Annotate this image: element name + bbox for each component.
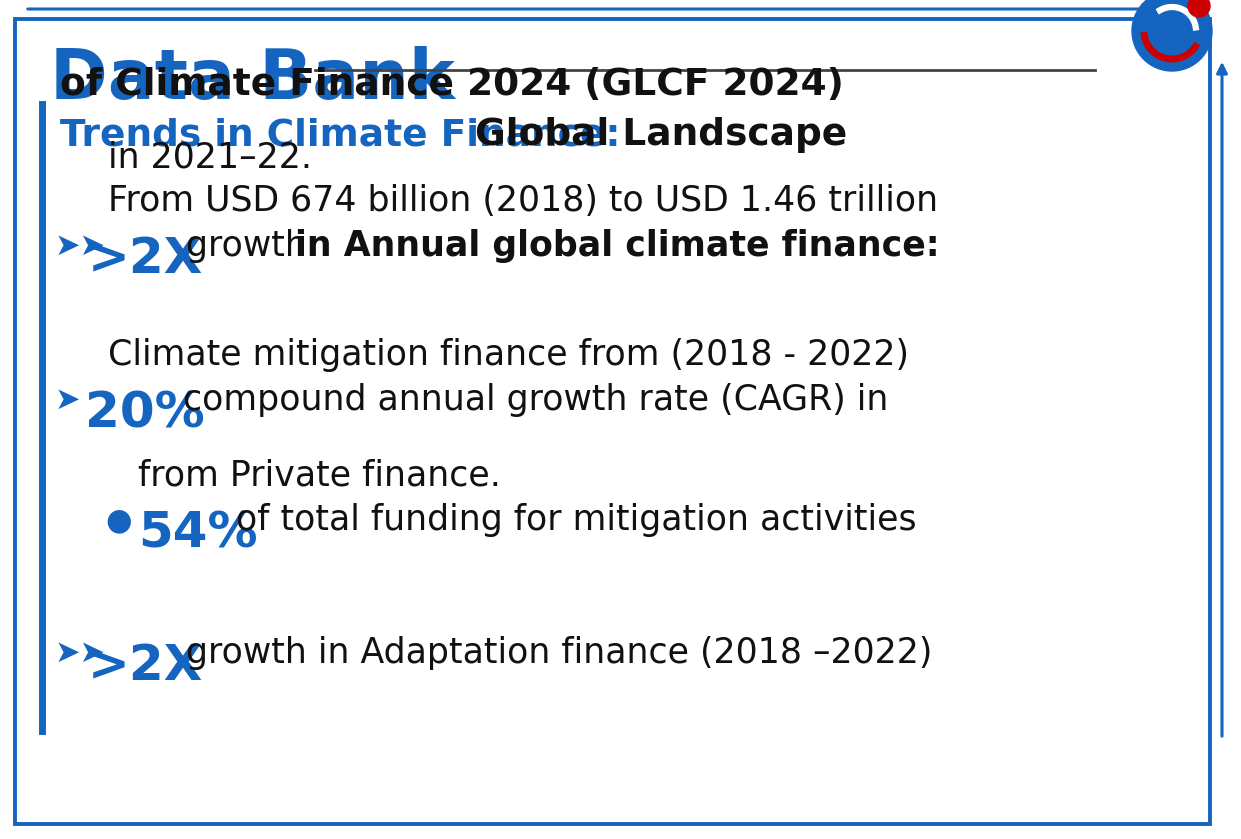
Text: >2X: >2X bbox=[88, 235, 204, 283]
Text: From USD 674 billion (2018) to USD 1.46 trillion: From USD 674 billion (2018) to USD 1.46 … bbox=[108, 184, 938, 218]
Text: ➤➤: ➤➤ bbox=[55, 639, 105, 668]
Text: compound annual growth rate (CAGR) in: compound annual growth rate (CAGR) in bbox=[172, 383, 889, 417]
Circle shape bbox=[1188, 0, 1210, 17]
Text: from Private finance.: from Private finance. bbox=[138, 458, 501, 492]
Text: 54%: 54% bbox=[138, 509, 258, 557]
Circle shape bbox=[1132, 0, 1212, 71]
Text: in Annual global climate finance:: in Annual global climate finance: bbox=[295, 229, 939, 263]
Text: Trends in Climate Finance:: Trends in Climate Finance: bbox=[60, 117, 633, 153]
Text: ➤: ➤ bbox=[55, 386, 81, 415]
Text: Climate mitigation finance from (2018 - 2022): Climate mitigation finance from (2018 - … bbox=[108, 338, 908, 372]
Text: ➤➤: ➤➤ bbox=[55, 232, 105, 261]
Text: Global Landscape: Global Landscape bbox=[475, 117, 848, 153]
Text: growth in Adaptation finance (2018 –2022): growth in Adaptation finance (2018 –2022… bbox=[175, 636, 932, 670]
Text: >2X: >2X bbox=[88, 642, 204, 690]
Text: in 2021–22.: in 2021–22. bbox=[108, 140, 311, 174]
FancyBboxPatch shape bbox=[15, 19, 1210, 824]
Text: of total funding for mitigation activities: of total funding for mitigation activiti… bbox=[225, 503, 917, 537]
Text: Data Bank: Data Bank bbox=[50, 46, 455, 113]
Text: ●: ● bbox=[105, 506, 132, 535]
Text: 20%: 20% bbox=[84, 389, 205, 437]
Text: growth: growth bbox=[175, 229, 318, 263]
Text: of Climate Finance 2024 (GLCF 2024): of Climate Finance 2024 (GLCF 2024) bbox=[60, 67, 844, 103]
